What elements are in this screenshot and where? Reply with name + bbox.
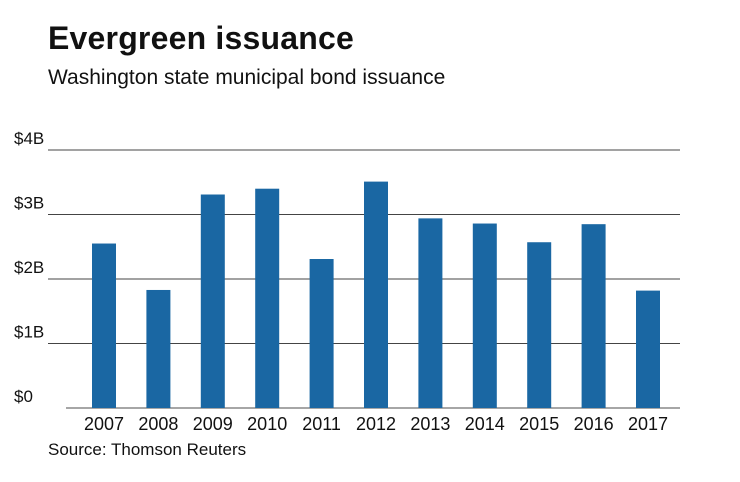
x-tick-label: 2008 xyxy=(138,414,178,434)
x-tick-label: 2010 xyxy=(247,414,287,434)
bar-2013 xyxy=(418,218,443,408)
y-tick-label: $1B xyxy=(14,323,44,342)
x-tick-label: 2016 xyxy=(574,414,614,434)
y-tick-label: $0 xyxy=(14,387,33,406)
x-tick-label: 2014 xyxy=(465,414,505,434)
x-tick-label: 2009 xyxy=(193,414,233,434)
bar-2015 xyxy=(527,242,552,408)
bar-2017 xyxy=(636,290,660,408)
x-tick-label: 2012 xyxy=(356,414,396,434)
x-tick-label: 2013 xyxy=(410,414,450,434)
x-tick-label: 2015 xyxy=(519,414,559,434)
source-note: Source: Thomson Reuters xyxy=(48,440,247,459)
chart-title: Evergreen issuance xyxy=(48,20,354,56)
bar-2011 xyxy=(309,259,334,408)
bar-2009 xyxy=(200,194,225,408)
y-tick-label: $3B xyxy=(14,194,44,213)
bar-2016 xyxy=(581,224,606,408)
y-tick-label: $2B xyxy=(14,258,44,277)
bar-2014 xyxy=(472,223,497,408)
bar-2008 xyxy=(146,289,171,408)
bar-2012 xyxy=(364,181,388,408)
x-tick-label: 2007 xyxy=(84,414,124,434)
x-tick-label: 2017 xyxy=(628,414,668,434)
chart-subtitle: Washington state municipal bond issuance xyxy=(48,66,446,89)
bar-2010 xyxy=(255,188,280,408)
y-tick-label: $4B xyxy=(14,129,44,148)
x-tick-label: 2011 xyxy=(302,414,341,434)
bar-2007 xyxy=(92,243,116,408)
